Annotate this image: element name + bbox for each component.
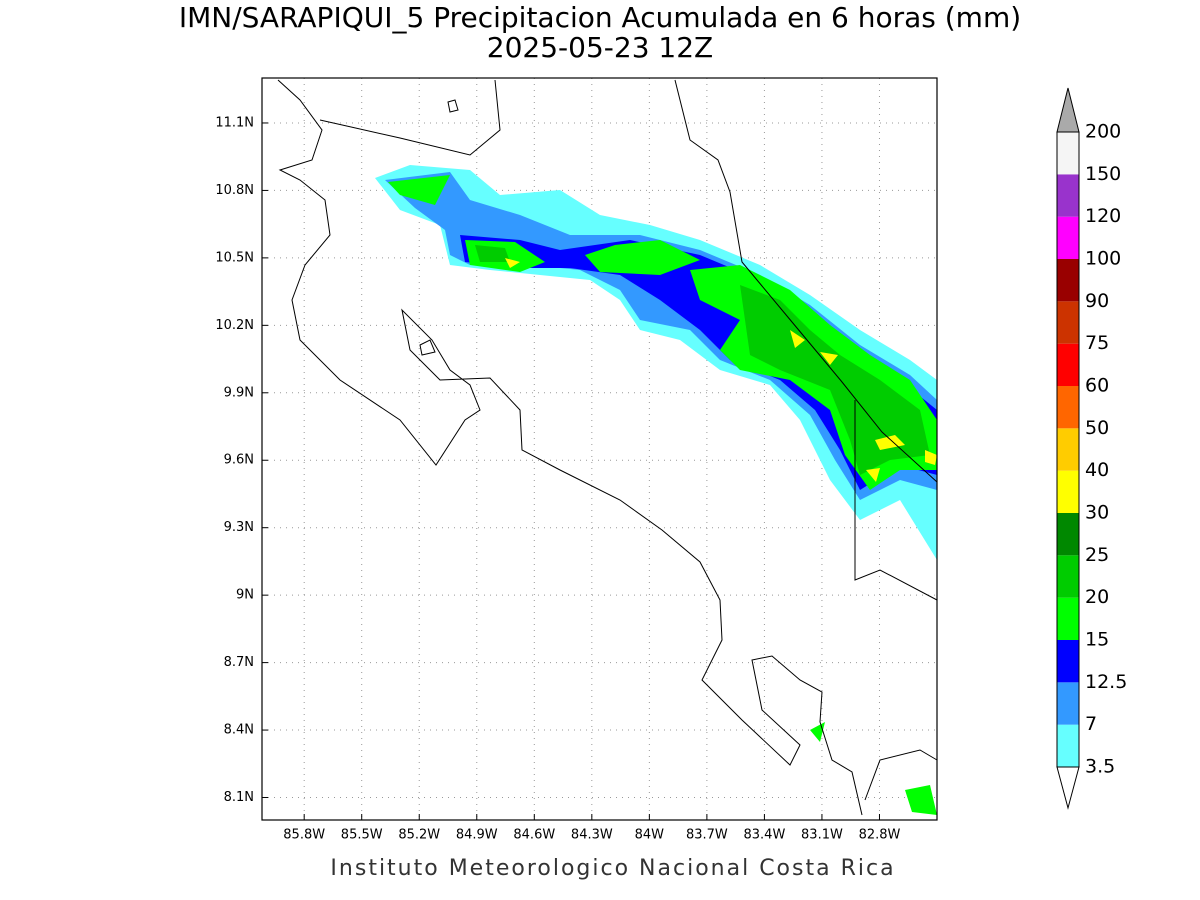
colorbar-under <box>1056 766 1080 810</box>
colorbar-box <box>1057 428 1079 471</box>
y-tick-label: 8.7N <box>224 655 254 670</box>
colorbar-box <box>1057 343 1079 386</box>
x-tick-label: 83.4W <box>744 828 786 843</box>
y-tick-label: 9.6N <box>224 453 254 468</box>
colorbar-label: 75 <box>1085 332 1109 354</box>
colorbar-over <box>1056 87 1080 133</box>
colorbar-box <box>1057 724 1079 767</box>
colorbar-label: 100 <box>1085 248 1121 270</box>
colorbar-box <box>1057 174 1079 217</box>
x-tick-label: 84.3W <box>571 828 613 843</box>
colorbar-frame <box>1056 131 1080 768</box>
colorbar-box <box>1057 259 1079 302</box>
y-tick-label: 9N <box>236 588 254 603</box>
colorbar-label: 25 <box>1085 544 1109 566</box>
x-tick-label: 85.8W <box>283 828 325 843</box>
colorbar-label: 20 <box>1085 586 1109 608</box>
colorbar-box <box>1057 513 1079 556</box>
colorbar-label: 90 <box>1085 290 1109 312</box>
map-title: IMN/SARAPIQUI_5 Precipitacion Acumulada … <box>179 1 1021 34</box>
colorbar-label: 30 <box>1085 502 1109 524</box>
colorbar-box <box>1057 216 1079 259</box>
colorbar-label: 3.5 <box>1085 756 1115 778</box>
colorbar-label: 7 <box>1085 713 1097 735</box>
colorbar-label: 120 <box>1085 205 1121 227</box>
colorbar-box <box>1057 682 1079 725</box>
colorbar-label: 150 <box>1085 163 1121 185</box>
colorbar-box <box>1057 470 1079 513</box>
x-tick-label: 85.5W <box>341 828 383 843</box>
map-subtitle: 2025-05-23 12Z <box>487 31 713 64</box>
y-tick-label: 10.8N <box>215 183 254 198</box>
colorbar-label: 200 <box>1085 121 1121 143</box>
precipitation <box>375 165 937 815</box>
y-tick-label: 9.9N <box>224 385 254 400</box>
colorbar-box <box>1057 555 1079 598</box>
colorbar-box <box>1057 386 1079 429</box>
colorbar-label: 50 <box>1085 417 1109 439</box>
y-tick-label: 8.1N <box>224 790 254 805</box>
x-tick-label: 84W <box>635 828 665 843</box>
x-tick-label: 83.7W <box>686 828 728 843</box>
axis-labels: 85.8W 85.5W 85.2W 84.9W 84.6W 84.3W 84W 83.7W 83… <box>215 115 900 842</box>
colorbar-box <box>1057 301 1079 344</box>
x-tick-label: 82.8W <box>859 828 901 843</box>
x-tick-label: 84.9W <box>456 828 498 843</box>
y-tick-label: 11.1N <box>215 115 254 130</box>
y-tick-label: 10.2N <box>215 318 254 333</box>
y-tick-label: 10.5N <box>215 250 254 265</box>
y-tick-label: 9.3N <box>224 520 254 535</box>
footer: Instituto Meteorologico Nacional Costa R… <box>330 856 895 881</box>
colorbar-label: 60 <box>1085 375 1109 397</box>
coastline <box>277 79 938 816</box>
x-tick-label: 84.6W <box>513 828 555 843</box>
colorbar: 3.5 7 12.5 15 20 25 30 40 50 60 75 90 100 120 150 200 <box>1056 87 1127 810</box>
colorbar-label: 12.5 <box>1085 671 1127 693</box>
colorbar-box <box>1057 597 1079 640</box>
y-tick-label: 8.4N <box>224 723 254 738</box>
x-tick-label: 83.1W <box>801 828 843 843</box>
colorbar-box <box>1057 640 1079 683</box>
map-frame <box>261 77 938 821</box>
colorbar-box <box>1057 132 1079 175</box>
colorbar-label: 40 <box>1085 459 1109 481</box>
x-tick-label: 85.2W <box>398 828 440 843</box>
colorbar-label: 15 <box>1085 629 1109 651</box>
